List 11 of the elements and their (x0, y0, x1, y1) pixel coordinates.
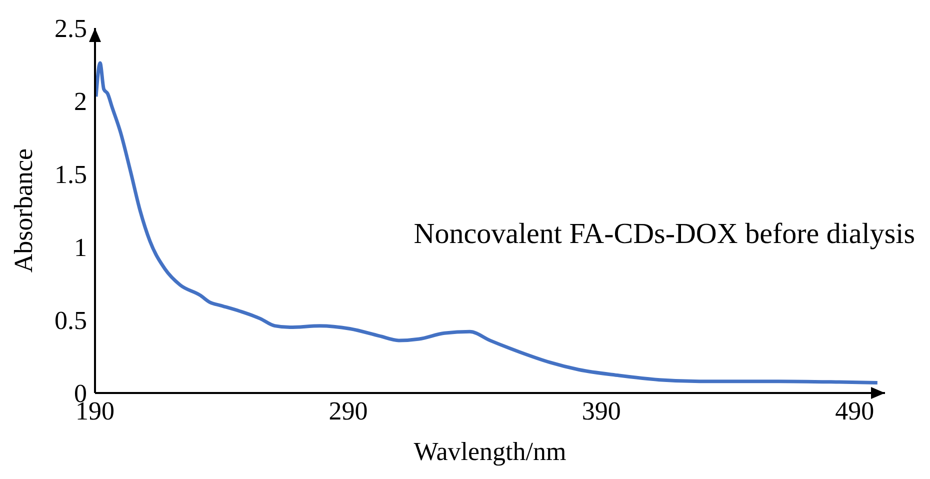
y-axis-title: Absorbance (9, 148, 38, 273)
y-tick-label: 1.5 (54, 160, 87, 190)
x-tick-label: 390 (582, 396, 621, 426)
x-axis-title: Wavlength/nm (414, 437, 566, 466)
x-tick-label: 490 (835, 396, 874, 426)
y-tick-label: 0.5 (54, 306, 87, 336)
y-tick-label: 1 (74, 233, 87, 262)
y-tick-label: 2.5 (54, 14, 87, 44)
annotation: Noncovalent FA-CDs-DOX before dialysis (414, 218, 915, 250)
y-tick-label: 2 (74, 87, 87, 116)
x-tick-label: 290 (328, 396, 368, 426)
